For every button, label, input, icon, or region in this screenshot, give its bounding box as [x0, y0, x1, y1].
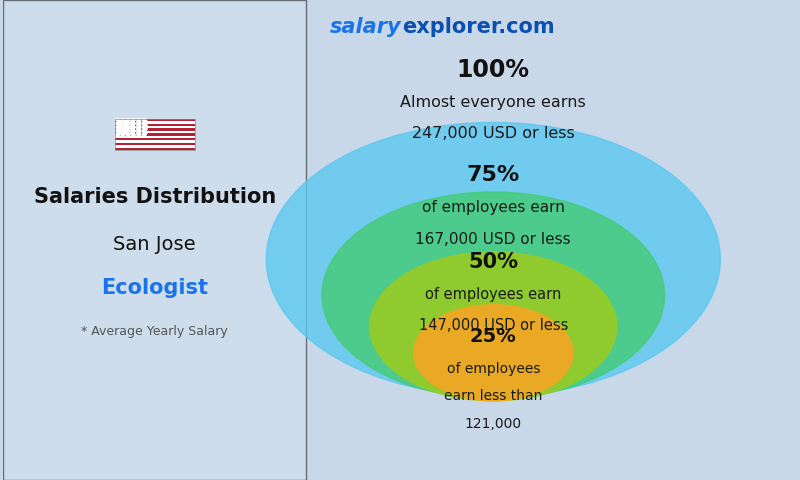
- Circle shape: [121, 126, 125, 129]
- Circle shape: [142, 130, 146, 132]
- Text: of employees: of employees: [446, 361, 540, 376]
- FancyBboxPatch shape: [3, 0, 306, 480]
- Bar: [115, 136, 194, 138]
- Circle shape: [137, 128, 141, 130]
- Bar: [115, 121, 194, 123]
- Circle shape: [115, 119, 119, 121]
- Text: 247,000 USD or less: 247,000 USD or less: [412, 126, 574, 141]
- Circle shape: [126, 122, 130, 125]
- Circle shape: [121, 133, 125, 136]
- Circle shape: [130, 120, 134, 123]
- Text: salary: salary: [330, 17, 402, 37]
- Text: San Jose: San Jose: [114, 235, 196, 254]
- Circle shape: [130, 132, 134, 134]
- Circle shape: [131, 130, 135, 132]
- Text: 25%: 25%: [470, 326, 517, 346]
- Circle shape: [137, 130, 141, 132]
- Circle shape: [124, 132, 128, 134]
- Circle shape: [142, 133, 146, 136]
- Circle shape: [124, 124, 128, 127]
- Circle shape: [137, 120, 141, 123]
- Text: 167,000 USD or less: 167,000 USD or less: [415, 231, 571, 247]
- Bar: [115, 119, 146, 136]
- Circle shape: [414, 305, 573, 401]
- Circle shape: [115, 122, 119, 125]
- Circle shape: [137, 122, 141, 125]
- Circle shape: [126, 119, 130, 121]
- Circle shape: [118, 124, 122, 127]
- Circle shape: [143, 120, 147, 123]
- Circle shape: [131, 122, 135, 125]
- Circle shape: [137, 132, 141, 134]
- Circle shape: [126, 133, 130, 136]
- Circle shape: [131, 133, 135, 136]
- Text: 100%: 100%: [457, 58, 530, 82]
- Text: 75%: 75%: [466, 165, 520, 185]
- Bar: [115, 143, 194, 145]
- Circle shape: [115, 126, 119, 129]
- Text: 147,000 USD or less: 147,000 USD or less: [418, 318, 568, 333]
- Bar: [115, 119, 194, 150]
- Circle shape: [124, 120, 128, 123]
- Text: * Average Yearly Salary: * Average Yearly Salary: [82, 324, 228, 338]
- Bar: [115, 128, 194, 131]
- Circle shape: [143, 128, 147, 130]
- Circle shape: [142, 122, 146, 125]
- Bar: [115, 124, 194, 126]
- Circle shape: [143, 124, 147, 127]
- Bar: [115, 126, 194, 128]
- Circle shape: [126, 130, 130, 132]
- Circle shape: [121, 122, 125, 125]
- Bar: [115, 133, 194, 135]
- Text: 50%: 50%: [468, 252, 518, 272]
- Text: of employees earn: of employees earn: [425, 287, 562, 302]
- Bar: [115, 145, 194, 148]
- Circle shape: [322, 192, 665, 398]
- Circle shape: [115, 133, 119, 136]
- Circle shape: [370, 252, 617, 401]
- Bar: [115, 131, 194, 133]
- Circle shape: [143, 132, 147, 134]
- Circle shape: [118, 132, 122, 134]
- Circle shape: [124, 128, 128, 130]
- Circle shape: [137, 126, 141, 129]
- Circle shape: [142, 119, 146, 121]
- Bar: [115, 141, 194, 143]
- Text: explorer.com: explorer.com: [402, 17, 554, 37]
- Text: of employees earn: of employees earn: [422, 200, 565, 216]
- Text: Almost everyone earns: Almost everyone earns: [401, 95, 586, 110]
- Text: earn less than: earn less than: [444, 389, 542, 404]
- Circle shape: [137, 133, 141, 136]
- Text: Salaries Distribution: Salaries Distribution: [34, 187, 276, 207]
- Circle shape: [121, 119, 125, 121]
- Circle shape: [266, 122, 720, 396]
- Circle shape: [118, 128, 122, 130]
- Text: 121,000: 121,000: [465, 417, 522, 432]
- Text: Ecologist: Ecologist: [101, 278, 208, 298]
- Bar: [115, 138, 194, 140]
- Circle shape: [121, 130, 125, 132]
- Circle shape: [142, 126, 146, 129]
- Circle shape: [131, 126, 135, 129]
- Circle shape: [130, 124, 134, 127]
- Circle shape: [126, 126, 130, 129]
- Circle shape: [137, 124, 141, 127]
- Circle shape: [118, 120, 122, 123]
- Circle shape: [137, 119, 141, 121]
- Bar: [115, 119, 194, 121]
- Bar: [115, 148, 194, 150]
- Circle shape: [131, 119, 135, 121]
- Circle shape: [115, 130, 119, 132]
- Circle shape: [130, 128, 134, 130]
